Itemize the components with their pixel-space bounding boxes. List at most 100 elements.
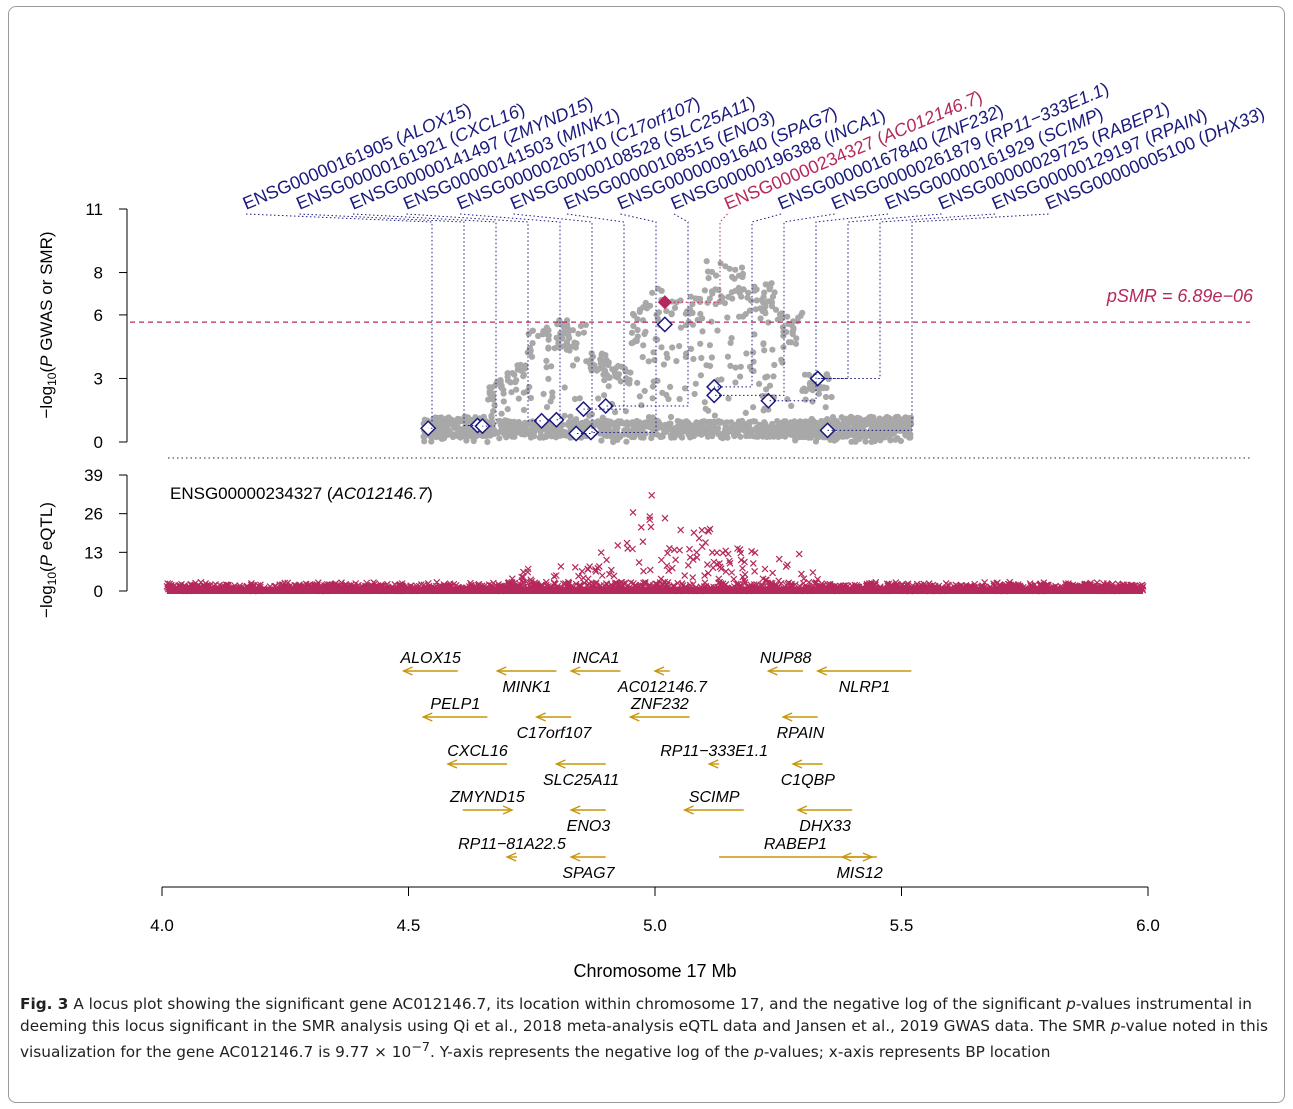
gwas-point — [771, 361, 778, 369]
gwas-point — [588, 411, 596, 418]
eqtl-point — [657, 556, 665, 564]
gwas-point — [839, 432, 847, 439]
gwas-point — [688, 345, 695, 352]
gwas-point — [631, 312, 638, 319]
gwas-point — [878, 420, 885, 427]
eqtl-point — [702, 539, 709, 547]
eqtl-point — [466, 579, 474, 587]
gwas-point — [712, 286, 719, 293]
gwas-point — [490, 396, 497, 403]
gwas-point — [710, 429, 717, 436]
eqtl-point — [639, 538, 647, 546]
gwas-point — [490, 408, 497, 415]
gene-label: INCA1 — [572, 650, 619, 667]
gwas-point — [557, 427, 564, 434]
gwas-point — [732, 266, 739, 273]
gwas-point — [653, 311, 660, 318]
eqtl-point — [695, 534, 703, 542]
gwas-point — [723, 430, 730, 437]
gwas-point — [784, 396, 791, 403]
gene-label: SLC25A11 — [543, 772, 619, 789]
gwas-point — [450, 424, 458, 431]
gwas-point — [624, 427, 631, 434]
eqtl-point — [1014, 581, 1022, 588]
gwas-point — [645, 358, 652, 365]
gwas-point — [779, 359, 786, 366]
gene-label: MINK1 — [502, 679, 551, 696]
gene-label: DHX33 — [799, 818, 851, 835]
gwas-point — [750, 358, 757, 365]
gwas-point — [626, 380, 633, 387]
gwas-point — [634, 379, 641, 386]
eqtl-point — [594, 564, 602, 572]
gwas-point — [706, 422, 713, 429]
gwas-point — [596, 422, 603, 429]
eqtl-point — [748, 547, 756, 555]
gwas-point — [618, 363, 625, 370]
gwas-point — [724, 314, 731, 321]
probe-connector — [768, 213, 889, 402]
gwas-point — [774, 418, 781, 425]
gwas-point — [628, 329, 636, 336]
gwas-point — [820, 384, 827, 391]
gwas-y-tick-label: 6 — [94, 306, 103, 325]
gwas-point — [737, 363, 744, 370]
gwas-point — [814, 434, 821, 441]
gwas-point — [715, 431, 722, 438]
gwas-point — [728, 335, 735, 342]
eqtl-point — [648, 491, 656, 499]
gwas-point — [531, 428, 538, 436]
eqtl-point — [736, 546, 744, 554]
gwas-point — [831, 434, 838, 441]
gwas-point — [597, 356, 604, 363]
gwas-point — [841, 418, 848, 426]
eqtl-point — [818, 580, 826, 588]
gwas-point — [498, 410, 505, 417]
eqtl-point — [557, 562, 565, 570]
gwas-point — [573, 340, 580, 347]
gwas-point — [461, 432, 469, 439]
eqtl-point — [647, 523, 655, 531]
locus-plot: 0 3 6 8 11 −log10(P GWAS or SMR) pSMR = 6.89e… — [37, 78, 1267, 981]
eqtl-point — [725, 557, 733, 565]
gwas-point — [689, 321, 697, 328]
gwas-point — [504, 377, 512, 384]
gwas-point — [825, 376, 832, 383]
gwas-point — [520, 406, 528, 414]
gwas-point — [770, 373, 777, 380]
gwas-point — [747, 430, 755, 437]
x-tick-label: 6.0 — [1136, 916, 1160, 935]
gwas-point — [677, 324, 685, 331]
gwas-point — [545, 426, 552, 433]
eqtl-point — [610, 572, 618, 580]
eqtl-point — [784, 580, 792, 588]
gwas-point — [801, 371, 809, 378]
eqtl-point — [524, 565, 532, 573]
eqtl-point — [749, 559, 757, 567]
gwas-point — [892, 436, 899, 443]
eqtl-point — [571, 563, 579, 571]
gwas-point — [708, 318, 715, 325]
eqtl-point — [661, 514, 669, 522]
probe-connector — [299, 213, 478, 426]
eqtl-point — [784, 561, 791, 569]
probe-connector — [406, 213, 542, 422]
gene-label: MIS12 — [836, 865, 882, 882]
gwas-points — [420, 258, 915, 446]
eqtl-point — [665, 544, 673, 552]
gwas-point — [759, 308, 766, 315]
gwas-point — [902, 432, 910, 439]
gwas-point — [766, 298, 773, 305]
gwas-point — [742, 311, 749, 318]
gwas-point — [901, 415, 908, 422]
eqtl-point — [424, 579, 432, 587]
gwas-point — [679, 419, 686, 426]
eqtl-point — [726, 559, 734, 567]
gwas-point — [561, 412, 568, 419]
probe-connector — [827, 213, 1049, 431]
x-axis: 4.0 4.5 5.0 5.5 6.0 Chromosome 17 Mb — [150, 886, 1160, 981]
gwas-point — [707, 362, 714, 370]
gwas-point — [760, 341, 767, 348]
gwas-point — [766, 382, 774, 389]
gwas-point — [640, 342, 647, 349]
